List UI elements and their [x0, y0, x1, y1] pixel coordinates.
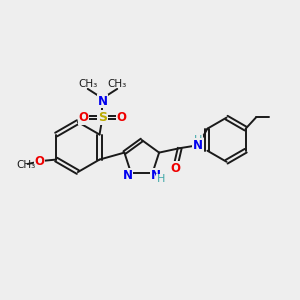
Text: H: H	[157, 175, 165, 184]
Text: O: O	[171, 162, 181, 175]
Text: N: N	[150, 169, 161, 182]
Text: N: N	[193, 139, 203, 152]
Text: CH₃: CH₃	[108, 80, 127, 89]
Text: O: O	[34, 154, 44, 167]
Text: CH₃: CH₃	[16, 160, 36, 170]
Text: S: S	[98, 111, 107, 124]
Text: H: H	[194, 135, 202, 145]
Text: CH₃: CH₃	[78, 80, 98, 89]
Text: O: O	[78, 111, 88, 124]
Text: O: O	[117, 111, 127, 124]
Text: N: N	[98, 95, 107, 108]
Text: N: N	[122, 169, 133, 182]
